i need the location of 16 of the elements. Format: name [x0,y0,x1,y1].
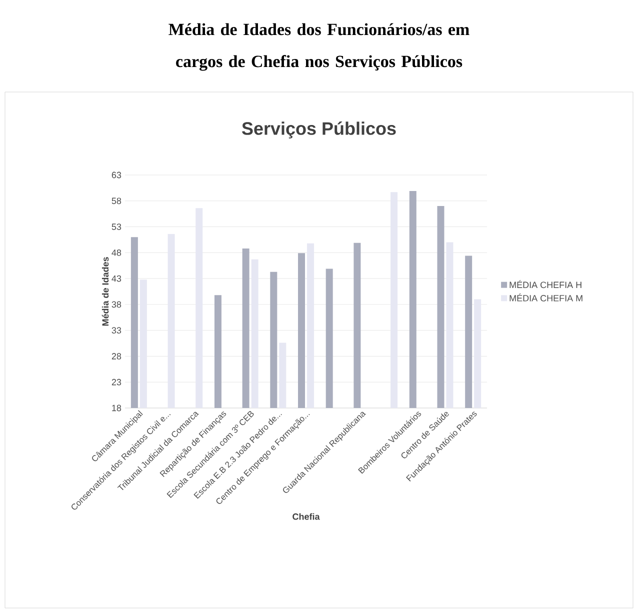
legend-label: MÉDIA CHEFIA M [510,293,582,302]
y-tick-label: 18 [112,404,122,412]
legend-label: MÉDIA CHEFIA H [510,280,582,288]
y-tick-label: 33 [112,327,122,334]
y-tick-label: 63 [112,172,122,178]
chart-title: Média de Idades dos Funcionários/as em cargos de Chefia nos Serviços Públicos [168,23,470,71]
y-axis-title: Média de Idades [102,257,109,326]
y-tick-label: 23 [112,378,122,386]
y-tick-label: 48 [112,249,122,256]
y-tick-label: 58 [112,198,122,204]
y-tick-label: 38 [112,301,122,308]
y-tick-label: 28 [112,353,122,360]
x-axis-title: Chefia [292,513,320,520]
chart-subtitle: Serviços Públicos [242,122,396,138]
y-tick-label: 43 [112,275,122,282]
y-tick-label: 53 [112,224,122,230]
